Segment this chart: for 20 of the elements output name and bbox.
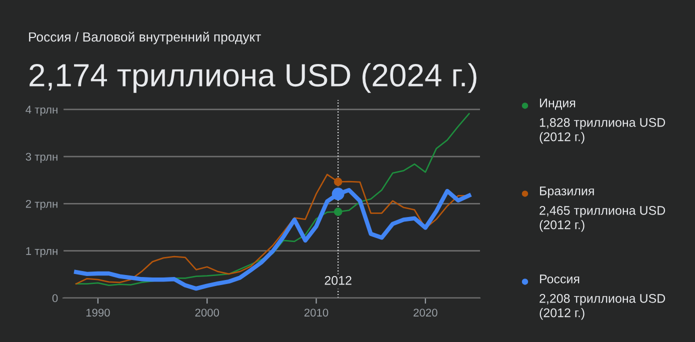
- x-tick-label: 2000: [195, 308, 220, 317]
- chart-title: 2,174 триллиона USD (2024 г.): [30, 63, 476, 93]
- y-tick-label: 2 трлн: [26, 200, 58, 210]
- line-series: [75, 112, 470, 286]
- legend-label: Бразилия: [540, 186, 594, 198]
- y-tick-label: 0: [52, 294, 58, 302]
- text: 1,828 триллиона USD (2012 г.): [540, 118, 666, 144]
- y-tick-label: 3 трлн: [26, 152, 58, 163]
- legend-label: Россия: [540, 274, 580, 284]
- legend-label: Индия: [540, 98, 576, 110]
- chart-subtitle: Россия / Валовой внутренний продукт: [29, 32, 261, 44]
- line-series: [74, 188, 472, 291]
- x-tick-label: 1990: [86, 308, 110, 317]
- x-tick-label: 2010: [304, 308, 328, 317]
- text: 2,465 триллиона USD (2012 г.): [540, 206, 666, 232]
- y-tick-label: 1 трлн: [26, 247, 58, 258]
- ref-line-label: 2012: [324, 276, 352, 285]
- y-tick-label: 4 трлн: [26, 106, 58, 116]
- text: 2,208 триллиона USD (2012 г.): [540, 294, 666, 320]
- x-tick-label: 2020: [414, 308, 438, 317]
